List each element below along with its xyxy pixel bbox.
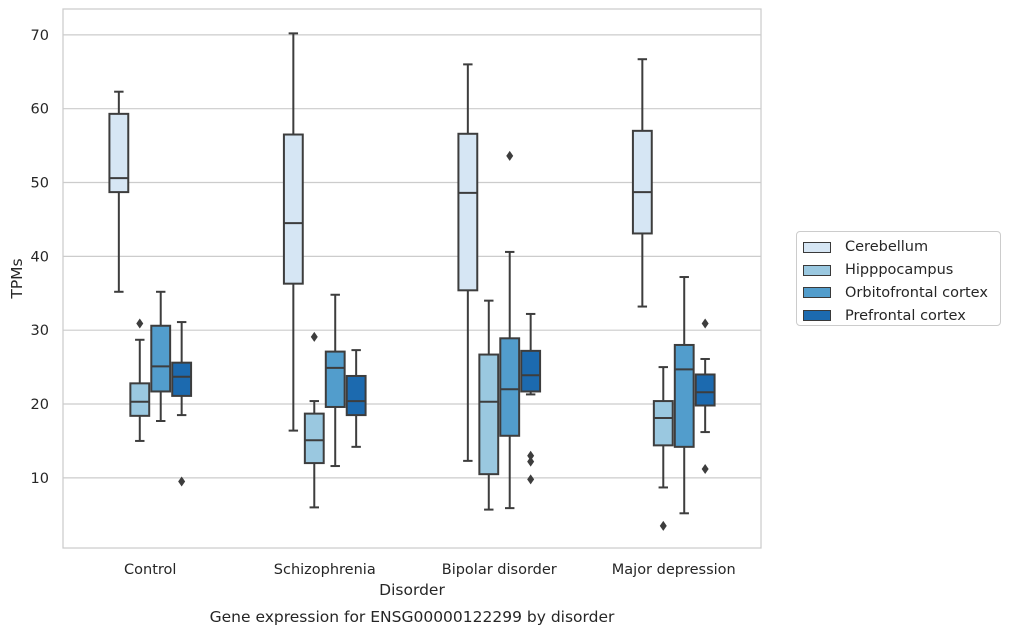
x-axis-title: Disorder	[379, 581, 445, 599]
x-tick-label: Control	[124, 562, 176, 578]
iqr-box	[303, 412, 325, 465]
outlier-point	[701, 318, 709, 329]
x-tick-label: Schizophrenia	[274, 562, 376, 578]
iqr-box	[129, 382, 151, 417]
iqr-box	[499, 337, 521, 437]
legend-item: Orbitofrontal cortex	[803, 282, 1000, 305]
iqr-box	[673, 343, 695, 448]
outlier-point	[506, 150, 514, 161]
box-1-0	[129, 318, 151, 442]
iqr-box	[171, 361, 193, 397]
y-tick-label: 30	[31, 323, 49, 339]
outlier-point	[310, 331, 318, 342]
x-tick-label: Bipolar disorder	[442, 562, 557, 578]
legend-label: Prefrontal cortex	[845, 307, 966, 324]
box-2-1	[324, 293, 346, 468]
iqr-box	[324, 350, 346, 408]
outlier-point	[527, 450, 535, 461]
box-0-3	[631, 58, 653, 308]
iqr-box	[150, 324, 172, 393]
y-tick-label: 60	[31, 102, 49, 118]
outlier-point	[527, 474, 535, 485]
box-0-2	[457, 63, 479, 462]
gridlines	[63, 34, 761, 479]
box-0-0	[108, 90, 130, 293]
outlier-point	[136, 318, 144, 329]
plot-area-frame	[62, 8, 762, 549]
box-3-0	[171, 321, 193, 487]
legend-swatch	[803, 241, 831, 253]
y-tick-label: 20	[31, 397, 49, 413]
legend: Cerebellum Hipppocampus Orbitofrontal co…	[796, 231, 1001, 326]
x-axis-ticks: Control Schizophrenia Bipolar disorder Majo…	[124, 562, 736, 578]
iqr-box	[108, 112, 130, 194]
iqr-box	[478, 353, 500, 476]
chart-caption: Gene expression for ENSG00000122299 by d…	[210, 608, 615, 626]
outlier-point	[701, 463, 709, 474]
iqr-box	[652, 400, 674, 447]
legend-item: Hipppocampus	[803, 259, 1000, 282]
box-2-2	[499, 150, 521, 510]
box-1-2	[478, 299, 500, 511]
iqr-box	[694, 373, 716, 407]
iqr-box	[457, 132, 479, 292]
y-tick-label: 50	[31, 176, 49, 192]
legend-item: Cerebellum	[803, 236, 1000, 259]
y-axis-ticks: 10 20 30 40 50 60 70	[31, 28, 49, 487]
outlier-point	[659, 520, 667, 531]
legend-swatch	[803, 310, 831, 322]
y-tick-label: 70	[31, 28, 49, 44]
legend-item: Prefrontal cortex	[803, 304, 1000, 327]
outlier-point	[178, 476, 186, 487]
iqr-box	[282, 133, 304, 285]
box-1-3	[652, 366, 674, 531]
y-axis-title: TPMs	[8, 258, 26, 299]
box-3-2	[520, 312, 542, 485]
box-3-3	[694, 318, 716, 474]
box-1-1	[303, 331, 325, 509]
plot-boxes	[108, 32, 716, 531]
box-3-1	[345, 349, 367, 448]
iqr-box	[520, 349, 542, 393]
box-2-0	[150, 290, 172, 423]
legend-swatch	[803, 264, 831, 276]
outlier-point	[527, 456, 535, 467]
box-0-1	[282, 32, 304, 432]
x-tick-label: Major depression	[612, 562, 736, 578]
legend-label: Hipppocampus	[845, 262, 954, 279]
legend-label: Orbitofrontal cortex	[845, 284, 988, 301]
box-2-3	[673, 276, 695, 515]
legend-swatch	[803, 287, 831, 299]
y-tick-label: 10	[31, 471, 49, 487]
iqr-box	[631, 129, 653, 235]
y-tick-label: 40	[31, 249, 49, 265]
legend-label: Cerebellum	[845, 239, 929, 256]
iqr-box	[345, 374, 367, 417]
